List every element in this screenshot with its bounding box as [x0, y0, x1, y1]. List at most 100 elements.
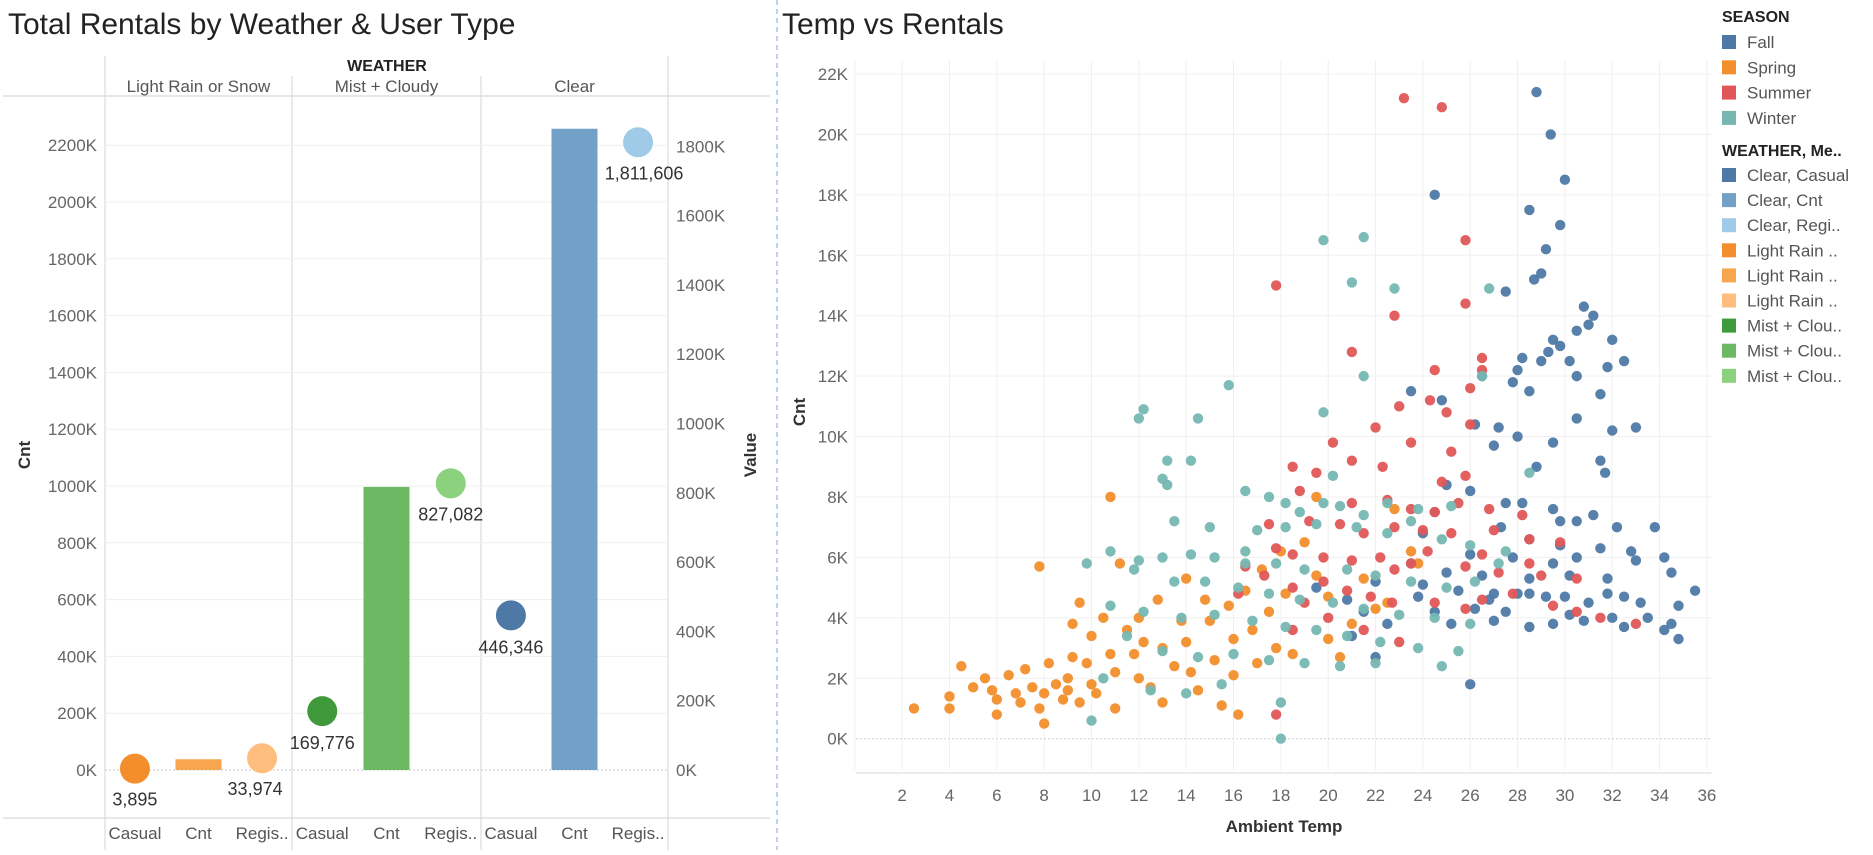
scatter-point-summer — [1483, 503, 1495, 515]
left-chart-title: Total Rentals by Weather & User Type — [8, 8, 515, 41]
y-axis-tick: 4K — [827, 609, 848, 628]
scatter-point-summer — [1405, 437, 1417, 448]
scatter-point-fall — [1673, 633, 1684, 645]
scatter-point-winter — [1436, 660, 1448, 672]
scatter-point-summer — [1294, 485, 1305, 497]
scatter-point-summer — [1327, 437, 1339, 448]
scatter-point-summer — [1630, 618, 1642, 630]
scatter-point-summer — [1346, 455, 1358, 466]
y-axis-tick: 14K — [818, 307, 849, 326]
scatter-point-winter — [1318, 234, 1329, 246]
scatter-point-summer — [1488, 525, 1500, 536]
y-axis-tick: 2K — [827, 669, 848, 688]
scatter-point-winter — [1493, 558, 1504, 569]
scatter-point-winter — [1157, 552, 1168, 563]
scatter-point-summer — [1460, 234, 1471, 246]
user-type-label: Regis.. — [424, 824, 477, 843]
scatter-point-winter — [1157, 645, 1168, 657]
scatter-point-fall — [1659, 552, 1670, 563]
right-axis-title: Value — [741, 433, 760, 477]
x-axis-tick: 30 — [1555, 786, 1574, 805]
scatter-point-fall — [1666, 567, 1677, 578]
right-axis-tick: 1600K — [676, 207, 726, 226]
scatter-point-fall — [1571, 325, 1582, 336]
scatter-point-fall — [1578, 615, 1590, 627]
scatter-point-fall — [1545, 129, 1556, 140]
weather-group-label: Mist + Cloudy — [335, 77, 439, 96]
scatter-point-winter — [1341, 630, 1353, 642]
x-axis-tick: 20 — [1319, 786, 1338, 805]
scatter-point-winter — [1263, 588, 1275, 599]
registered-circle — [623, 127, 654, 158]
right-axis-tick: 0K — [676, 761, 697, 780]
season-legend-label: Summer — [1747, 84, 1812, 103]
scatter-point-summer — [1436, 476, 1448, 488]
right-axis-tick: 1000K — [676, 415, 726, 434]
weather-legend-swatch — [1722, 343, 1736, 358]
scatter-point-winter — [1199, 576, 1211, 587]
scatter-point-spring — [1152, 594, 1163, 605]
scatter-point-summer — [1465, 383, 1476, 394]
right-axis-tick: 600K — [676, 553, 716, 572]
x-axis-tick: 2 — [897, 786, 906, 805]
scatter-point-fall — [1630, 555, 1642, 566]
scatter-point-summer — [1429, 364, 1440, 376]
scatter-point-spring — [1180, 636, 1192, 648]
scatter-point-spring — [1027, 682, 1038, 693]
scatter-point-fall — [1630, 422, 1642, 433]
right-axis-tick: 200K — [676, 692, 716, 711]
weather-legend-swatch — [1722, 168, 1736, 182]
scatter-point-fall — [1488, 440, 1500, 451]
scatter-point-summer — [1358, 624, 1369, 636]
scatter-point-winter — [1334, 660, 1346, 672]
scatter-point-fall — [1476, 570, 1488, 581]
scatter-point-winter — [1358, 603, 1369, 614]
scatter-point-spring — [1223, 600, 1234, 611]
left-axis-tick: 200K — [57, 704, 97, 723]
scatter-point-fall — [1524, 386, 1535, 397]
scatter-point-winter — [1405, 576, 1417, 587]
right-axis-tick: 1200K — [676, 345, 726, 364]
cnt-bar — [551, 128, 598, 770]
scatter-point-spring — [1057, 694, 1069, 705]
scatter-point-summer — [1287, 461, 1298, 472]
scatter-point-winter — [1133, 555, 1145, 566]
scatter-point-winter — [1280, 621, 1291, 633]
left-axis-tick: 800K — [57, 534, 97, 553]
right-axis-tick: 400K — [676, 622, 716, 641]
scatter-point-winter — [1327, 470, 1339, 482]
scatter-point-winter — [1180, 688, 1192, 699]
scatter-point-winter — [1311, 518, 1322, 530]
scatter-point-fall — [1517, 352, 1528, 364]
scatter-point-winter — [1351, 521, 1362, 533]
scatter-point-summer — [1441, 407, 1452, 418]
scatter-point-spring — [1109, 703, 1121, 714]
scatter-point-summer — [1270, 280, 1282, 291]
scatter-point-fall — [1493, 422, 1504, 433]
scatter-point-summer — [1389, 564, 1400, 575]
scatter-point-spring — [1251, 657, 1263, 669]
scatter-point-fall — [1540, 591, 1552, 602]
scatter-point-fall — [1602, 361, 1613, 373]
scatter-point-spring — [1323, 633, 1334, 645]
scatter-point-summer — [1346, 497, 1358, 509]
scatter-point-winter — [1370, 657, 1381, 669]
scatter-point-fall — [1554, 340, 1566, 352]
scatter-point-fall — [1547, 437, 1559, 448]
scatter-point-winter — [1133, 413, 1145, 424]
user-type-label: Regis.. — [236, 824, 289, 843]
scatter-point-winter — [1240, 546, 1251, 557]
scatter-point-summer — [1386, 597, 1398, 608]
scatter-point-winter — [1465, 618, 1476, 630]
user-type-label: Casual — [296, 824, 349, 843]
scatter-point-summer — [1270, 709, 1282, 720]
scatter-point-spring — [1050, 679, 1062, 690]
registered-circle — [435, 468, 466, 499]
scatter-point-spring — [1086, 679, 1097, 690]
scatter-point-summer — [1318, 552, 1329, 563]
scatter-point-winter — [1441, 582, 1452, 593]
scatter-point-fall — [1618, 355, 1630, 367]
legend-panel: SEASON Fall Spring Summer Winter WEATHER, Me.… — [1722, 9, 1849, 386]
user-type-label: Casual — [484, 824, 537, 843]
